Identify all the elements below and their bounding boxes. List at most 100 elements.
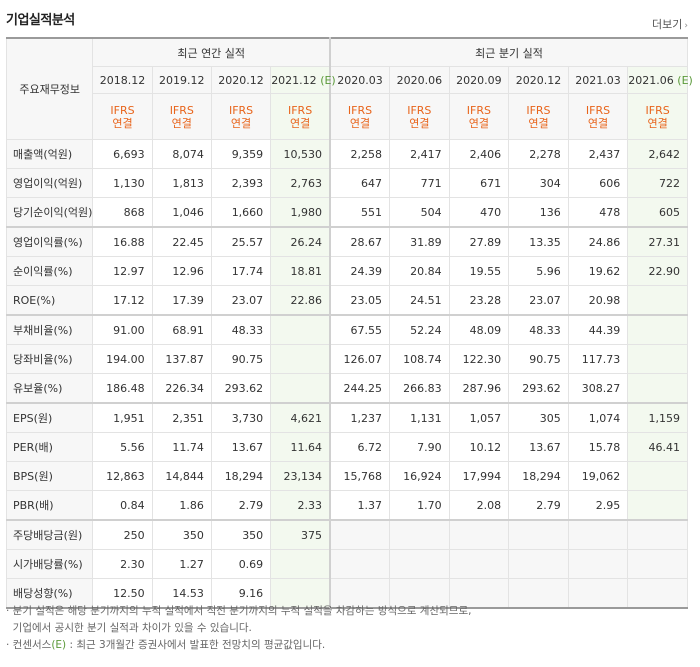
table-cell: 293.62: [210, 373, 272, 404]
footnote-3-mark: (E): [51, 639, 67, 651]
consolidated-label: 연결: [349, 116, 371, 130]
table-cell: 22.90: [627, 256, 688, 286]
table-cell: 305: [508, 402, 569, 433]
period-header: 2020.09: [448, 66, 510, 94]
row-label: 당좌비율(%): [5, 344, 94, 374]
period-header: 2021.06 (E): [627, 66, 693, 94]
period-header: 2020.03: [328, 66, 391, 94]
table-row: BPS(원) 12,863 14,844 18,294 23,134 15,768 16,9…: [5, 461, 688, 491]
table-cell: 90.75: [210, 344, 272, 374]
table-row: PBR(배) 0.84 1.86 2.79 2.33 1.37 1.70 2.08 2.79 2.…: [5, 490, 688, 521]
row-label: 유보율(%): [5, 373, 94, 404]
table-cell: [270, 314, 331, 345]
table-cell: 1.86: [151, 490, 212, 521]
table-cell: 16.88: [92, 226, 153, 257]
more-link[interactable]: 더보기 ›: [652, 16, 688, 32]
table-cell: 20.98: [567, 285, 629, 316]
table-cell: 24.86: [567, 226, 629, 257]
table-cell: 671: [448, 168, 510, 198]
table-cell: 1.37: [328, 490, 391, 521]
table-cell: 1,813: [151, 168, 212, 198]
table-cell: 10,530: [270, 139, 331, 169]
period-header: 2019.12: [151, 66, 212, 94]
table-cell: 12.96: [151, 256, 212, 286]
table-cell: 19,062: [567, 461, 629, 491]
table-cell: 1,057: [448, 402, 510, 433]
table-row: 배당성향(%) 12.50 14.53 9.16: [5, 578, 688, 609]
table-row: 시가배당률(%) 2.30 1.27 0.69: [5, 549, 688, 579]
table-cell: 18,294: [210, 461, 272, 491]
table-cell: 19.55: [448, 256, 510, 286]
table-cell: 0.84: [92, 490, 153, 521]
table-cell: 304: [508, 168, 569, 198]
table-cell: 868: [92, 197, 153, 228]
consolidated-label: 연결: [587, 116, 609, 130]
table-cell: 23.28: [448, 285, 510, 316]
footnote-1: · 분기 실적은 해당 분기까지의 누적 실적에서 직전 분기까지의 누적 실적…: [6, 605, 472, 617]
table-cell: 18,294: [508, 461, 569, 491]
table-cell: 2,393: [210, 168, 272, 198]
table-cell: 17.12: [92, 285, 153, 316]
ifrs-badge: IFRS 연결: [151, 93, 212, 140]
table-cell: 14.53: [151, 578, 212, 609]
table-cell: 1,131: [389, 402, 450, 433]
consolidated-label: 연결: [528, 116, 549, 130]
table-cell: [328, 519, 391, 550]
ifrs-label: IFRS: [407, 103, 432, 117]
row-label: 당기순이익(억원): [5, 197, 94, 228]
period-label: 2021.12: [271, 73, 317, 87]
table-cell: 3,730: [210, 402, 272, 433]
table-cell: 137.87: [151, 344, 212, 374]
table-cell: 17.74: [210, 256, 272, 286]
period-label: 2020.12: [218, 73, 264, 87]
table-cell: 2,417: [389, 139, 450, 169]
period-label: 2019.12: [159, 73, 205, 87]
table-cell: 16,924: [389, 461, 450, 491]
estimate-mark: (E): [677, 73, 693, 87]
table-cell: 1,130: [92, 168, 153, 198]
table-body: 매출액(억원) 6,693 8,074 9,359 10,530 2,258 2,417 2,…: [5, 139, 688, 609]
period-header: 2018.12: [92, 66, 153, 94]
ifrs-label: IFRS: [347, 103, 373, 117]
row-label: PER(배): [5, 432, 94, 462]
table-cell: [389, 519, 450, 550]
table-cell: 2,763: [270, 168, 331, 198]
period-header: 2020.12: [210, 66, 272, 94]
table-cell: 136: [508, 197, 569, 228]
period-header-row: 2018.12 2019.12 2020.12 2021.12 (E) 2020.03 2…: [7, 66, 693, 94]
table-cell: 266.83: [389, 373, 450, 404]
ifrs-badge: IFRS 연결: [270, 93, 331, 140]
period-header: 2020.06: [389, 66, 450, 94]
table-cell: 15.78: [567, 432, 629, 462]
table-cell: 13.35: [508, 226, 569, 257]
ifrs-badge: IFRS 연결: [567, 93, 629, 140]
table-cell: 23,134: [270, 461, 331, 491]
consolidated-label: 연결: [409, 116, 430, 130]
table-cell: 504: [389, 197, 450, 228]
ifrs-label: IFRS: [110, 103, 135, 117]
footnote-3-prefix: · 컨센서스: [6, 639, 52, 651]
ifrs-header-row: IFRS 연결 IFRS 연결 IFRS 연결 IFRS 연결 IFRS 연결 IFRS 연결 IFRS…: [7, 93, 688, 140]
table-cell: [448, 519, 510, 550]
ifrs-label: IFRS: [645, 103, 670, 117]
table-cell: 20.84: [389, 256, 450, 286]
table-cell: 126.07: [328, 344, 391, 374]
table-cell: [508, 519, 569, 550]
table-cell: 15,768: [328, 461, 391, 491]
table-cell: 350: [210, 519, 272, 550]
table-cell: 7.90: [389, 432, 450, 462]
table-cell: 605: [627, 197, 688, 228]
table-cell: 1.27: [151, 549, 212, 579]
table-row: PER(배) 5.56 11.74 13.67 11.64 6.72 7.90 10.12 13…: [5, 432, 688, 462]
table-cell: 194.00: [92, 344, 153, 374]
table-cell: 90.75: [508, 344, 569, 374]
table-cell: 293.62: [508, 373, 569, 404]
table-cell: 13.67: [508, 432, 569, 462]
table-cell: 226.34: [151, 373, 212, 404]
row-label: 영업이익률(%): [5, 226, 94, 257]
ifrs-badge: IFRS 연결: [448, 93, 510, 140]
table-cell: 12.50: [92, 578, 153, 609]
row-label: ROE(%): [5, 285, 94, 316]
table-cell: 12.97: [92, 256, 153, 286]
ifrs-badge: IFRS 연결: [210, 93, 272, 140]
